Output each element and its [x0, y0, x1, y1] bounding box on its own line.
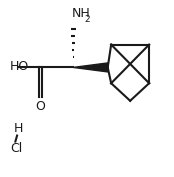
Text: 2: 2 [84, 15, 90, 24]
Text: HO: HO [9, 60, 29, 73]
Polygon shape [73, 63, 108, 72]
Text: O: O [35, 100, 45, 113]
Text: H: H [13, 122, 23, 135]
Text: NH: NH [72, 7, 90, 20]
Text: Cl: Cl [10, 142, 22, 155]
